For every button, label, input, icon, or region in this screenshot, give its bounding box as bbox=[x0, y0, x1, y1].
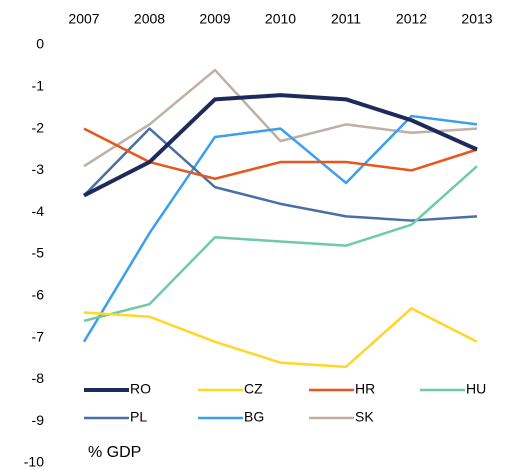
x-tick-label: 2009 bbox=[199, 11, 230, 27]
x-tick-label: 2008 bbox=[134, 11, 165, 27]
legend-label: BG bbox=[244, 409, 264, 425]
legend-label: PL bbox=[130, 409, 147, 425]
x-tick-label: 2011 bbox=[331, 11, 361, 27]
legend-label: HU bbox=[466, 381, 486, 397]
series-line bbox=[83, 165, 478, 323]
x-tick-label: 2013 bbox=[461, 11, 492, 27]
y-tick-label: -8 bbox=[32, 370, 45, 386]
y-tick-label: -6 bbox=[32, 287, 45, 303]
y-tick-label: -2 bbox=[32, 119, 45, 135]
y-tick-label: -10 bbox=[24, 454, 44, 470]
x-tick-label: 2007 bbox=[68, 11, 99, 27]
series-line bbox=[82, 114, 478, 343]
x-tick-label: 2012 bbox=[396, 11, 427, 27]
legend-label: HR bbox=[355, 381, 375, 397]
series-line bbox=[83, 307, 478, 369]
y-tick-label: 0 bbox=[36, 36, 44, 52]
legend-label: RO bbox=[130, 381, 151, 397]
y-tick-label: -5 bbox=[32, 245, 45, 261]
unit-annotation: % GDP bbox=[88, 444, 141, 461]
x-tick-label: 2010 bbox=[265, 11, 296, 27]
y-tick-label: -4 bbox=[32, 203, 45, 219]
legend-label: SK bbox=[355, 409, 374, 425]
y-tick-label: -1 bbox=[32, 78, 45, 94]
series-line bbox=[83, 127, 478, 222]
y-tick-label: -9 bbox=[32, 412, 45, 428]
legend-label: CZ bbox=[244, 381, 263, 397]
series-line bbox=[83, 68, 478, 168]
y-tick-label: -7 bbox=[32, 328, 45, 344]
series-line bbox=[83, 93, 478, 198]
y-tick-label: -3 bbox=[32, 161, 45, 177]
